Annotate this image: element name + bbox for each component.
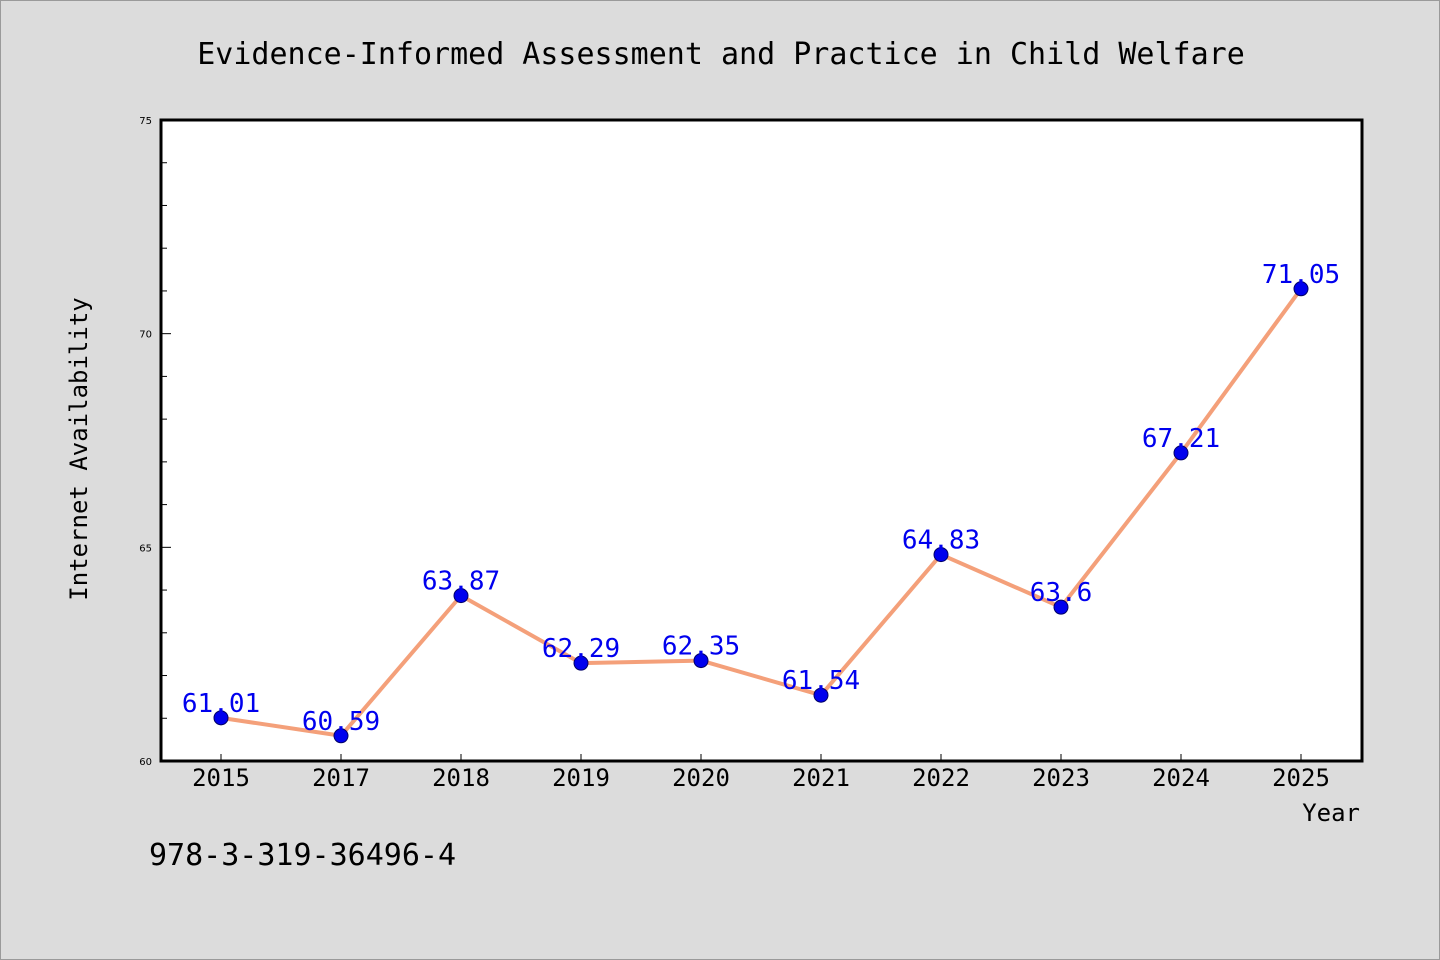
series-line-segment (699, 658, 823, 698)
y-tick-label: 60 (139, 757, 152, 768)
y-axis-label: Internet Availability (65, 297, 93, 600)
series-line-segment (1179, 286, 1303, 455)
chart-title: Evidence-Informed Assessment and Practic… (197, 37, 1245, 72)
x-tick-label: 2024 (1152, 764, 1210, 792)
plot-area (159, 118, 1364, 763)
data-point-marker (1293, 281, 1309, 297)
x-tick-label: 2025 (1272, 764, 1330, 792)
data-point-marker (933, 547, 949, 563)
x-tick-label: 2018 (432, 764, 490, 792)
data-label: 61.54 (782, 666, 860, 696)
y-tick-label: 70 (139, 330, 152, 341)
data-label: 64.83 (902, 526, 980, 556)
data-label: 67.21 (1142, 424, 1220, 454)
x-tick-label: 2019 (552, 764, 610, 792)
series-line-segment (939, 552, 1063, 610)
series-line-segment (459, 593, 583, 666)
x-axis-label: Year (1302, 799, 1360, 827)
data-label: 62.35 (662, 632, 740, 662)
data-point-marker (813, 687, 829, 703)
y-axis-ticks (161, 162, 171, 719)
data-point-marker (1173, 445, 1189, 461)
x-tick-label: 2020 (672, 764, 730, 792)
data-label: 63.6 (1030, 578, 1093, 608)
series-line-segment (219, 715, 343, 738)
x-tick-label: 2021 (792, 764, 850, 792)
data-point-marker (693, 653, 709, 669)
data-label: 60.59 (302, 707, 380, 737)
x-axis-ticks (220, 754, 1302, 761)
x-axis-tick-labels: 2015 2017 2018 2019 2020 2021 2022 2023 2024 2025 (192, 764, 1330, 792)
series-line-segment (1059, 450, 1183, 610)
series-lines (219, 286, 1303, 738)
isbn-text: 978-3-319-36496-4 (149, 838, 456, 873)
data-point-marker (573, 655, 589, 671)
data-point-marker (213, 710, 229, 726)
y-axis-tick-labels: 60 65 70 75 (139, 116, 152, 768)
y-tick-label: 75 (139, 116, 152, 127)
x-tick-label: 2023 (1032, 764, 1090, 792)
data-point-marker (453, 588, 469, 604)
series-markers (213, 281, 1309, 744)
data-label: 71.05 (1262, 260, 1340, 290)
series-line-segment (579, 658, 703, 666)
series-data-labels: 61.01 60.59 63.87 62.29 62.35 61.54 64.83 63.6 6… (182, 260, 1340, 737)
data-point-marker (1053, 599, 1069, 615)
series-line-segment (339, 593, 463, 738)
data-label: 61.01 (182, 689, 260, 719)
series-line-segment (819, 552, 943, 698)
x-tick-label: 2015 (192, 764, 250, 792)
data-label: 62.29 (542, 634, 620, 664)
x-tick-label: 2017 (312, 764, 370, 792)
data-point-marker (333, 728, 349, 744)
y-tick-label: 65 (139, 543, 152, 554)
data-label: 63.87 (422, 567, 500, 597)
x-tick-label: 2022 (912, 764, 970, 792)
